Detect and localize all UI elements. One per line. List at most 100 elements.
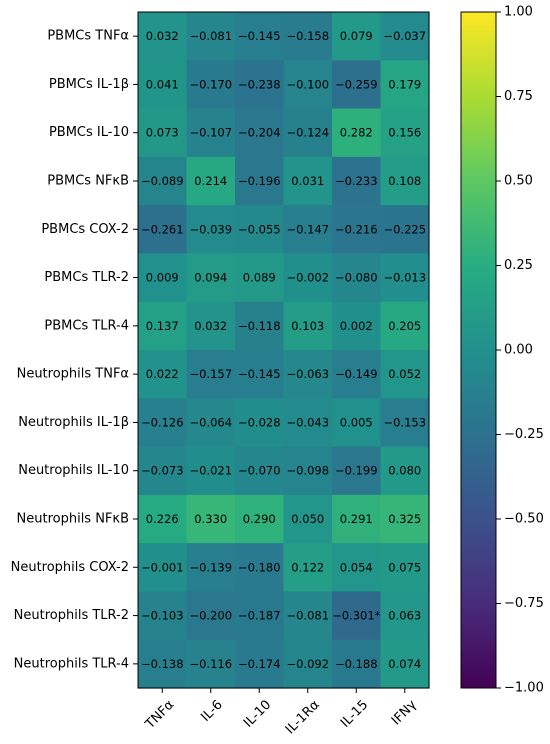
heatmap-cell bbox=[186, 60, 236, 110]
heatmap-cell-value: −0.200 bbox=[189, 609, 232, 623]
heatmap-cell bbox=[186, 639, 236, 689]
heatmap-cell-value: 0.282 bbox=[340, 126, 373, 140]
heatmap-cell-value: −0.145 bbox=[238, 29, 281, 43]
heatmap-cells bbox=[138, 12, 430, 689]
heatmap-cell bbox=[235, 253, 285, 303]
heatmap-cell bbox=[186, 12, 236, 61]
heatmap-cell-value: 0.041 bbox=[146, 77, 179, 91]
heatmap-cell-value: −0.037 bbox=[383, 29, 426, 43]
heatmap-cell bbox=[332, 494, 382, 544]
heatmap-cell-value: 0.031 bbox=[291, 174, 324, 188]
heatmap-cell bbox=[283, 543, 333, 593]
y-tick-label: Neutrophils TNFα bbox=[17, 367, 129, 382]
heatmap-cell bbox=[138, 350, 188, 399]
colorbar-tick-label: 1.00 bbox=[504, 5, 533, 20]
heatmap-cell bbox=[283, 350, 333, 399]
heatmap-cell-value: −0.301* bbox=[332, 609, 381, 623]
heatmap-cell bbox=[380, 301, 430, 351]
heatmap-cell-value: −0.118 bbox=[238, 319, 281, 333]
heatmap-cell bbox=[380, 108, 430, 158]
y-tick-label: PBMCs TNFα bbox=[47, 29, 129, 44]
heatmap-cell bbox=[235, 205, 285, 255]
heatmap-cell bbox=[138, 156, 188, 206]
heatmap-cell-value: 0.002 bbox=[340, 319, 373, 333]
heatmap-cell-value: −0.225 bbox=[383, 222, 426, 236]
heatmap-cell-value: −0.233 bbox=[335, 174, 378, 188]
heatmap-cell bbox=[283, 108, 333, 158]
heatmap-cell bbox=[186, 108, 236, 158]
x-tick-label: IL-6 bbox=[198, 697, 225, 724]
heatmap-cell bbox=[235, 446, 285, 496]
heatmap-cell bbox=[235, 156, 285, 206]
heatmap-cell-value: −0.002 bbox=[286, 271, 329, 285]
colorbar-ticks: 1.00 0.75 0.50 0.25 0.00 −0.25 −0.50 −0.75 −1.00 bbox=[496, 5, 544, 696]
y-tick-label: PBMCs NFκB bbox=[47, 174, 129, 189]
heatmap-cell bbox=[186, 253, 236, 303]
heatmap-cell bbox=[235, 350, 285, 399]
heatmap-cell bbox=[138, 398, 188, 448]
x-tick-label: TNFα bbox=[142, 697, 177, 732]
heatmap-cell-value: 0.032 bbox=[194, 319, 227, 333]
heatmap-cell-value: −0.196 bbox=[238, 174, 281, 188]
heatmap-cell bbox=[138, 12, 188, 61]
heatmap-cell-value: 0.094 bbox=[194, 271, 227, 285]
heatmap-cell bbox=[186, 156, 236, 206]
heatmap-cell bbox=[380, 543, 430, 593]
heatmap-cell bbox=[283, 205, 333, 255]
heatmap-cell-value: −0.013 bbox=[383, 271, 426, 285]
y-tick-label: Neutrophils IL-10 bbox=[18, 463, 129, 478]
heatmap-cell-value: 0.089 bbox=[243, 271, 276, 285]
heatmap-cell-value: −0.100 bbox=[286, 77, 329, 91]
heatmap-cell-value: 0.214 bbox=[194, 174, 227, 188]
heatmap-cell bbox=[186, 591, 236, 641]
heatmap-cell bbox=[380, 156, 430, 206]
y-tick-label: PBMCs IL-1β bbox=[49, 77, 129, 92]
colorbar-tick-label: −1.00 bbox=[504, 681, 544, 696]
heatmap-cell bbox=[332, 12, 382, 61]
heatmap-cell-value: −0.126 bbox=[141, 415, 184, 429]
heatmap-cell-value: 0.005 bbox=[340, 415, 373, 429]
heatmap-cell bbox=[283, 253, 333, 303]
heatmap-cell bbox=[283, 12, 333, 61]
heatmap-cell-value: −0.170 bbox=[189, 77, 232, 91]
y-tick-label: Neutrophils COX-2 bbox=[11, 560, 129, 575]
heatmap-cell-value: −0.089 bbox=[141, 174, 184, 188]
heatmap-cell-value: −0.153 bbox=[383, 415, 426, 429]
heatmap-cell-value: −0.098 bbox=[286, 464, 329, 478]
heatmap-cell bbox=[186, 446, 236, 496]
heatmap-frame bbox=[137, 11, 430, 689]
heatmap-cell bbox=[380, 494, 430, 544]
colorbar-tick-label: −0.50 bbox=[504, 512, 544, 527]
heatmap-cell-value: −0.158 bbox=[286, 29, 329, 43]
heatmap-cell bbox=[380, 205, 430, 255]
heatmap-cell-value: −0.001 bbox=[141, 560, 184, 574]
heatmap-cell-value: 0.205 bbox=[388, 319, 421, 333]
heatmap-cell bbox=[380, 253, 430, 303]
heatmap-cell bbox=[138, 253, 188, 303]
colorbar-tick-label: 0.25 bbox=[504, 258, 533, 273]
colorbar bbox=[460, 11, 497, 689]
heatmap-cell bbox=[380, 60, 430, 110]
heatmap-cell bbox=[283, 446, 333, 496]
heatmap-cell bbox=[186, 205, 236, 255]
heatmap-cell bbox=[283, 301, 333, 351]
heatmap-cell-value: 0.079 bbox=[340, 29, 373, 43]
y-tick-label: PBMCs IL-10 bbox=[49, 125, 129, 140]
y-tick-label: PBMCs TLR-4 bbox=[44, 318, 129, 333]
heatmap-cell-value: −0.063 bbox=[286, 367, 329, 381]
heatmap-cell-value: −0.199 bbox=[335, 464, 378, 478]
heatmap-cell bbox=[332, 639, 382, 689]
x-tick-label: IL-15 bbox=[338, 697, 371, 730]
y-tick-label: Neutrophils IL-1β bbox=[18, 415, 129, 430]
heatmap-cell bbox=[186, 301, 236, 351]
heatmap-cell-labels: 0.032 −0.081 −0.145 −0.158 0.079 −0.0370.041−… bbox=[141, 29, 426, 671]
heatmap-cell bbox=[186, 494, 236, 544]
heatmap-cell bbox=[332, 301, 382, 351]
heatmap-cell bbox=[380, 12, 430, 61]
heatmap-cell-value: 0.080 bbox=[388, 464, 421, 478]
x-tick-label: IFNγ bbox=[389, 697, 420, 728]
heatmap-cell-value: −0.039 bbox=[189, 222, 232, 236]
heatmap-cell bbox=[235, 301, 285, 351]
heatmap-cell bbox=[283, 156, 333, 206]
